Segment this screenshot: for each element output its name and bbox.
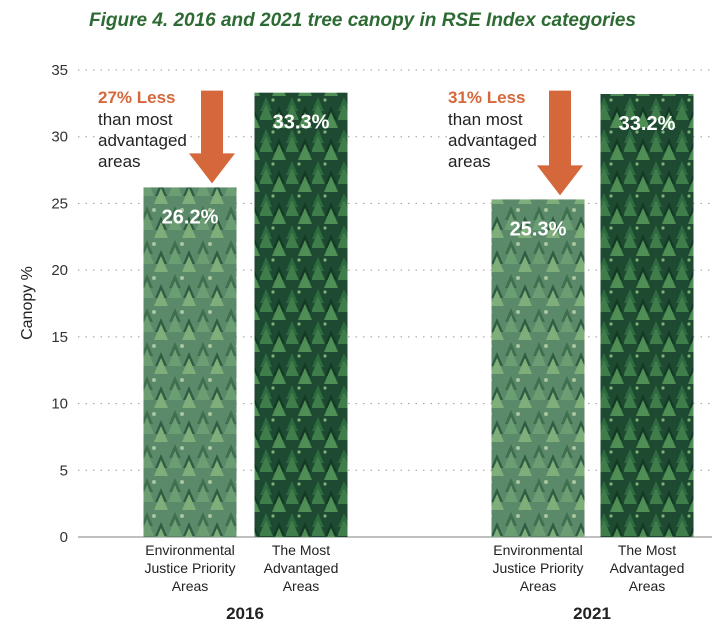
category-label: Environmental Justice Priority Areas	[144, 542, 235, 594]
bar	[143, 187, 237, 537]
down-arrow-icon	[189, 90, 235, 184]
y-axis-label: Canopy %	[19, 266, 36, 340]
bar-value-label: 33.2%	[619, 113, 676, 135]
category-label: Environmental Justice Priority Areas	[492, 542, 583, 594]
annotation-headline: 27% Less	[98, 88, 176, 107]
bar-value-label: 33.3%	[273, 112, 330, 134]
bar	[491, 199, 585, 537]
y-tick-label: 35	[51, 62, 68, 79]
annotation-headline: 31% Less	[448, 88, 526, 107]
y-tick-label: 25	[51, 195, 68, 212]
bar-value-label: 26.2%	[162, 206, 219, 228]
group-label: 2016	[226, 604, 264, 623]
chart-title: Figure 4. 2016 and 2021 tree canopy in R…	[88, 10, 636, 31]
annotation-text: than most advantaged areas	[98, 110, 187, 171]
category-label: The Most Advantaged Areas	[264, 542, 339, 594]
y-tick-label: 5	[60, 462, 68, 479]
annotation-text: than most advantaged areas	[448, 110, 537, 171]
y-tick-label: 10	[51, 396, 68, 413]
category-label: The Most Advantaged Areas	[610, 542, 685, 594]
down-arrow-icon	[537, 90, 583, 196]
bar	[600, 94, 694, 537]
y-tick-label: 20	[51, 262, 68, 279]
group-label: 2021	[573, 604, 611, 623]
bar-value-label: 25.3%	[510, 218, 567, 240]
y-tick-label: 15	[51, 329, 68, 346]
y-tick-label: 0	[60, 529, 68, 546]
bar	[254, 92, 348, 537]
y-tick-label: 30	[51, 129, 68, 146]
